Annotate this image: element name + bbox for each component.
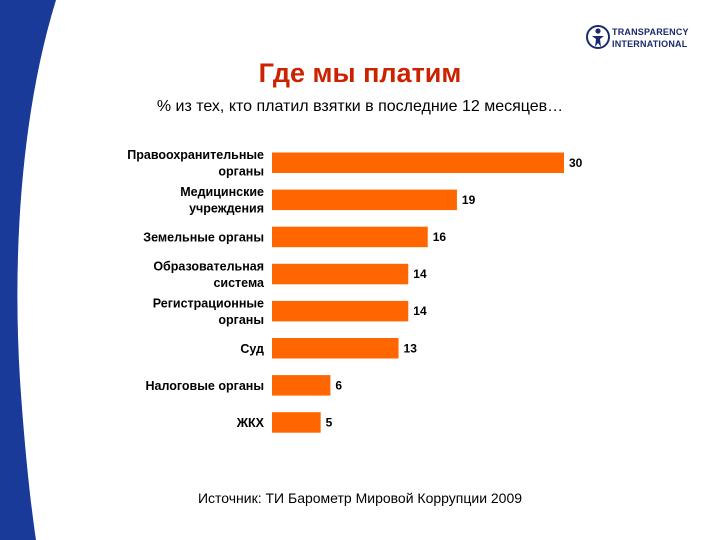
category-label-6: Суд: [240, 342, 264, 356]
category-label-4: Образовательная система: [153, 259, 265, 290]
data-label-3: 16: [433, 230, 447, 244]
category-label-1: Правоохранительные органы: [127, 148, 264, 179]
page-title: Где мы платим: [258, 58, 462, 88]
bar-5: [272, 300, 409, 322]
bar-4: [272, 263, 409, 285]
data-label-1: 30: [569, 156, 583, 170]
bar-2: [272, 189, 457, 211]
data-label-8: 5: [326, 415, 333, 429]
data-label-7: 6: [335, 378, 342, 392]
bar-7: [272, 375, 331, 396]
category-label-8: ЖКХ: [236, 416, 265, 430]
category-label-5: Регистрационные органы: [153, 296, 264, 327]
data-label-6: 13: [404, 341, 418, 355]
bar-8: [272, 412, 321, 433]
bar-6: [272, 338, 399, 359]
logo-line-1: TRANSPARENCY: [612, 27, 689, 37]
category-label-7: Налоговые органы: [145, 379, 264, 393]
category-label-2: Медицинские учреждения: [180, 185, 264, 216]
bar-3: [272, 226, 428, 248]
data-label-2: 19: [462, 193, 476, 207]
bar-1: [272, 152, 564, 173]
source-note: Источник: ТИ Барометр Мировой Коррупции …: [197, 490, 523, 506]
data-label-4: 14: [413, 267, 427, 281]
logo-line-2: INTERNATIONAL: [612, 39, 688, 49]
page-subtitle: % из тех, кто платил взятки в последние …: [156, 98, 564, 115]
data-label-5: 14: [413, 304, 427, 318]
transparency-international-logo: TRANSPARENCY INTERNATIONAL: [586, 24, 706, 52]
category-label-3: Земельные органы: [143, 230, 264, 244]
left-decorative-band: [0, 0, 56, 540]
globe-figure-icon: [586, 25, 610, 49]
